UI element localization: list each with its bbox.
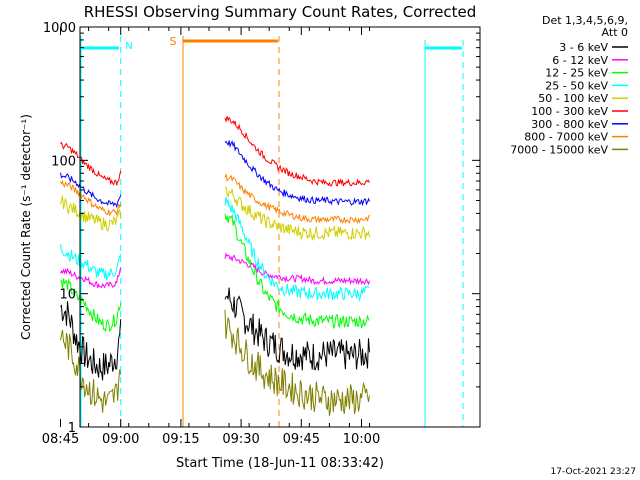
series-line (224, 116, 370, 187)
saa-marker-label: S (170, 35, 177, 48)
series-line (224, 172, 370, 224)
night-marker-label: N (125, 41, 132, 52)
legend-label: 7000 - 15000 keV (510, 143, 608, 156)
y-tick-label: 1 (68, 421, 76, 436)
series-line (60, 195, 122, 232)
legend-label: 800 - 7000 keV (524, 131, 608, 144)
series-line (60, 267, 122, 289)
y-tick-label: 100 (51, 154, 76, 169)
legend-label: 3 - 6 keV (559, 41, 608, 54)
legend-header-line-2: Att 0 (602, 26, 628, 39)
series-line (224, 252, 370, 286)
legend-label: 300 - 800 keV (531, 118, 608, 131)
series-line (60, 179, 122, 217)
series-line (224, 196, 370, 303)
series-line (60, 244, 122, 281)
series-line (60, 329, 122, 413)
series-line (224, 186, 370, 242)
series-line (60, 301, 122, 381)
series-line (60, 141, 122, 186)
chart-title: RHESSI Observing Summary Count Rates, Co… (84, 3, 477, 21)
y-tick-label: 10 (59, 288, 76, 303)
series-line (224, 213, 370, 330)
x-tick-label: 09:15 (162, 432, 199, 447)
legend-label: 100 - 300 keV (531, 105, 608, 118)
x-tick-label: 08:45 (42, 432, 79, 447)
series-line (224, 287, 370, 371)
x-tick-label: 09:00 (102, 432, 139, 447)
series-line (60, 278, 122, 333)
legend-label: 25 - 50 keV (545, 79, 608, 92)
x-tick-label: 09:30 (222, 432, 259, 447)
timestamp: 17-Oct-2021 23:27 (551, 467, 636, 477)
legend-label: 12 - 25 keV (545, 67, 608, 80)
axis-ticks: 08:45 09:00 09:15 09:30 09:45 10:00 1 10 100 1000 (42, 21, 480, 447)
legend-label: 50 - 100 keV (538, 92, 608, 105)
plot-frame (79, 26, 481, 428)
series-line (224, 309, 370, 416)
legend-label: 6 - 12 keV (552, 54, 608, 67)
legend-header-line-1: Det 1,3,4,5,6,9, (542, 14, 628, 27)
y-tick-label: 1000 (43, 21, 76, 36)
y-axis-label: Corrected Count Rate (s⁻¹ detector⁻¹) (19, 114, 33, 340)
x-axis-label: Start Time (18-Jun-11 08:33:42) (176, 456, 384, 471)
series-layer (60, 116, 370, 416)
x-tick-label: 09:45 (283, 432, 320, 447)
series-line (60, 172, 122, 209)
series-line (224, 140, 370, 207)
x-tick-label: 10:00 (343, 432, 380, 447)
